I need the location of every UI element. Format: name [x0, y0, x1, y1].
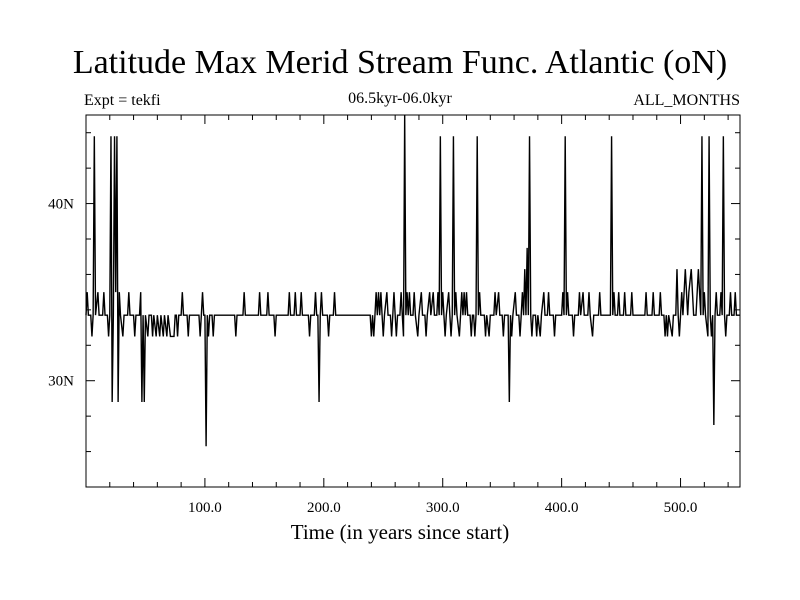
x-tick-label: 200.0: [307, 500, 341, 516]
chart-title: Latitude Max Merid Stream Func. Atlantic…: [72, 44, 728, 81]
x-tick-label: 300.0: [426, 500, 460, 516]
x-tick-label: 400.0: [545, 500, 579, 516]
tick-labels: 100.0 200.0 300.0 400.0 500.0 30N 40N: [48, 197, 697, 516]
experiment-label: Expt = tekfi: [84, 92, 161, 109]
months-label: ALL_MONTHS: [633, 92, 740, 109]
series-line: [85, 114, 740, 447]
y-tick-label: 30N: [48, 374, 74, 390]
period-label: 06.5kyr-06.0kyr: [348, 90, 452, 107]
x-axis-label: Time (in years since start): [290, 520, 510, 544]
x-tick-label: 500.0: [664, 500, 698, 516]
axis-ticks: [86, 115, 740, 487]
y-tick-label: 40N: [48, 197, 74, 213]
x-tick-label: 100.0: [188, 500, 222, 516]
plot-frame: [85, 114, 741, 488]
